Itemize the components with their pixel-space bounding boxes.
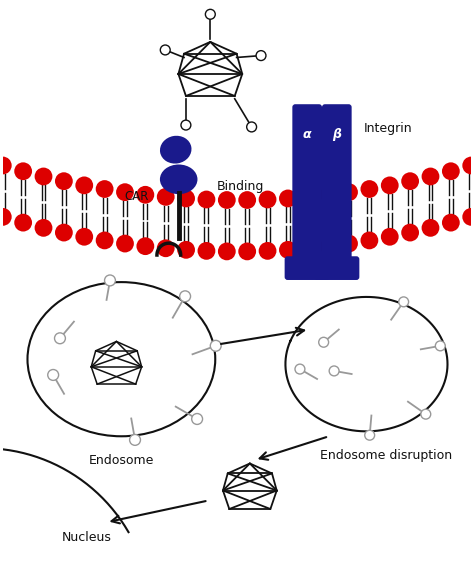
Circle shape: [116, 183, 134, 201]
Circle shape: [401, 172, 419, 190]
FancyBboxPatch shape: [314, 256, 359, 280]
Circle shape: [361, 232, 378, 249]
Circle shape: [96, 232, 113, 249]
Circle shape: [137, 237, 154, 255]
Circle shape: [246, 122, 256, 132]
Text: Binding: Binding: [216, 180, 264, 193]
Circle shape: [256, 51, 266, 61]
Circle shape: [205, 9, 215, 19]
Ellipse shape: [27, 282, 215, 436]
Circle shape: [300, 239, 317, 257]
Circle shape: [198, 190, 215, 208]
Circle shape: [442, 162, 460, 180]
FancyBboxPatch shape: [292, 104, 322, 268]
Circle shape: [435, 341, 445, 351]
Circle shape: [442, 214, 460, 232]
Circle shape: [300, 188, 317, 206]
Circle shape: [340, 235, 358, 253]
Circle shape: [210, 340, 221, 351]
FancyBboxPatch shape: [284, 256, 330, 280]
Circle shape: [75, 228, 93, 246]
Circle shape: [157, 239, 174, 257]
Circle shape: [198, 242, 215, 260]
Circle shape: [177, 241, 195, 259]
Text: α: α: [303, 129, 311, 141]
Circle shape: [401, 223, 419, 242]
Circle shape: [55, 333, 65, 344]
Circle shape: [381, 228, 399, 246]
Circle shape: [191, 414, 202, 424]
Circle shape: [55, 172, 73, 190]
Text: CAR: CAR: [125, 190, 149, 203]
Ellipse shape: [160, 136, 191, 164]
Circle shape: [0, 208, 12, 226]
Circle shape: [238, 191, 256, 209]
Text: β: β: [332, 129, 341, 141]
Circle shape: [218, 243, 236, 260]
Circle shape: [181, 120, 191, 130]
Circle shape: [137, 186, 154, 204]
Circle shape: [340, 183, 358, 201]
Circle shape: [421, 409, 431, 419]
Circle shape: [180, 291, 191, 301]
Text: Endosome disruption: Endosome disruption: [320, 449, 452, 462]
Circle shape: [218, 191, 236, 209]
Circle shape: [462, 208, 474, 226]
Circle shape: [365, 430, 374, 440]
Circle shape: [259, 242, 276, 260]
Circle shape: [48, 370, 59, 381]
Circle shape: [160, 45, 170, 55]
Circle shape: [462, 157, 474, 175]
Circle shape: [320, 186, 337, 204]
Circle shape: [421, 168, 439, 186]
Ellipse shape: [160, 165, 198, 194]
Circle shape: [157, 188, 174, 206]
Circle shape: [295, 364, 305, 374]
Circle shape: [35, 168, 53, 186]
Circle shape: [14, 214, 32, 232]
Circle shape: [329, 366, 339, 376]
Circle shape: [177, 190, 195, 207]
Circle shape: [96, 180, 113, 198]
Circle shape: [381, 176, 399, 194]
Circle shape: [75, 176, 93, 194]
Circle shape: [55, 223, 73, 242]
Circle shape: [238, 243, 256, 260]
FancyBboxPatch shape: [322, 104, 352, 268]
Circle shape: [279, 190, 297, 207]
Circle shape: [361, 180, 378, 198]
Circle shape: [320, 237, 337, 255]
Circle shape: [116, 235, 134, 253]
Circle shape: [279, 241, 297, 259]
Circle shape: [14, 162, 32, 180]
Circle shape: [0, 157, 12, 175]
Text: Endosome: Endosome: [89, 454, 154, 467]
Text: Integrin: Integrin: [364, 122, 412, 136]
Circle shape: [129, 435, 140, 445]
Circle shape: [259, 190, 276, 208]
Circle shape: [105, 275, 115, 286]
Circle shape: [399, 297, 409, 307]
Circle shape: [35, 219, 53, 237]
Circle shape: [421, 219, 439, 237]
Text: Nucleus: Nucleus: [62, 531, 112, 544]
Circle shape: [319, 338, 328, 347]
